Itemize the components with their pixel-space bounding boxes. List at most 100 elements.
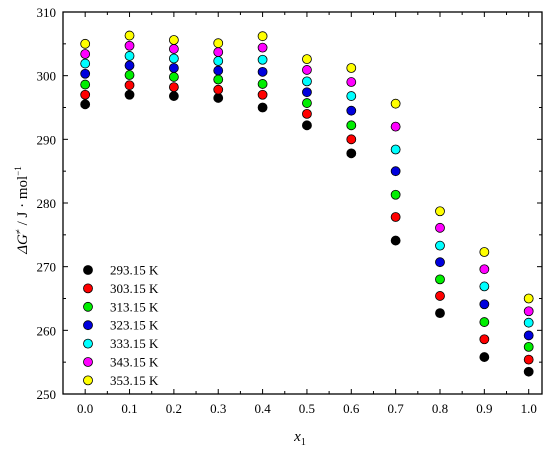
legend-label: 343.15 K	[110, 355, 159, 370]
series-353-15-k	[80, 30, 534, 304]
x-tick-label: 0.0	[77, 401, 93, 416]
data-point	[302, 76, 312, 87]
y-axis-sup: ≠	[13, 229, 23, 234]
data-point	[124, 60, 135, 71]
data-points	[80, 30, 534, 377]
x-axis-title: x1	[293, 429, 306, 448]
x-tick-label: 0.1	[121, 401, 137, 416]
data-point	[124, 51, 135, 61]
data-point	[168, 91, 179, 101]
legend-label: 333.15 K	[110, 336, 159, 351]
y-axis-exp: −1	[13, 166, 23, 176]
data-point	[479, 352, 490, 362]
data-point	[302, 87, 312, 98]
data-point	[302, 98, 312, 108]
data-point	[80, 89, 91, 100]
data-point	[390, 144, 401, 155]
data-point	[346, 105, 357, 116]
data-point	[435, 308, 445, 319]
data-point	[213, 38, 224, 49]
data-point	[124, 30, 135, 41]
x-axis-sub: 1	[301, 437, 306, 448]
data-point	[80, 68, 91, 79]
y-tick-label: 300	[37, 69, 57, 84]
data-point	[213, 65, 224, 76]
data-point	[80, 79, 91, 90]
data-point	[124, 89, 135, 100]
legend-label: 303.15 K	[110, 281, 159, 296]
legend-label: 323.15 K	[110, 318, 159, 333]
data-point	[390, 98, 401, 109]
legend-label: 293.15 K	[110, 263, 159, 278]
data-point	[213, 47, 224, 58]
data-point	[346, 120, 357, 131]
x-tick-label: 0.8	[432, 401, 448, 416]
data-point	[346, 148, 357, 159]
legend-marker	[83, 283, 93, 294]
x-tick-label: 0.5	[299, 401, 315, 416]
x-tick-label: 0.6	[343, 401, 360, 416]
data-point	[523, 330, 534, 341]
data-point	[435, 222, 445, 233]
x-tick-label: 0.4	[254, 401, 271, 416]
series-293-15-k	[80, 89, 534, 377]
legend-marker	[83, 375, 93, 386]
y-tick-label: 270	[37, 260, 57, 275]
legend-label: 313.15 K	[110, 299, 159, 314]
data-point	[479, 264, 490, 275]
legend-marker	[83, 265, 93, 275]
data-point	[302, 120, 312, 131]
data-point	[346, 134, 357, 145]
data-point	[213, 84, 224, 95]
data-point	[523, 341, 534, 352]
data-point	[302, 54, 312, 65]
data-point	[390, 121, 401, 132]
legend: 293.15 K 303.15 K 313.15 K 323.15 K 333.15 K…	[83, 263, 159, 388]
y-axis-title: ΔG≠ / J · mol−1	[13, 166, 31, 255]
data-point	[257, 89, 268, 100]
data-point	[390, 189, 401, 200]
data-point	[523, 293, 534, 304]
y-tick-label: 280	[37, 196, 57, 211]
data-point	[390, 166, 401, 177]
x-tick-label: 1.0	[521, 401, 537, 416]
legend-label: 353.15 K	[110, 373, 159, 388]
data-point	[257, 54, 268, 65]
data-point	[479, 247, 490, 257]
data-point	[479, 317, 490, 327]
y-tick-label: 260	[37, 323, 57, 338]
data-point	[523, 306, 534, 317]
data-point	[80, 38, 91, 49]
data-point	[124, 80, 135, 91]
x-tick-label: 0.2	[166, 401, 182, 416]
series-333-15-k	[80, 51, 534, 328]
series-303-15-k	[80, 80, 534, 365]
data-point	[80, 58, 91, 69]
data-point	[168, 35, 179, 45]
data-point	[346, 63, 357, 73]
x-tick-label: 0.3	[210, 401, 226, 416]
data-point	[257, 31, 268, 42]
data-point	[257, 66, 268, 77]
data-point	[523, 366, 534, 377]
data-point	[80, 49, 91, 59]
series-323-15-k	[80, 60, 534, 341]
y-tick-label: 250	[37, 387, 57, 402]
data-point	[302, 108, 312, 119]
y-axis-symbol: ΔG	[15, 234, 31, 255]
data-point	[346, 91, 357, 101]
legend-marker	[83, 357, 93, 367]
data-point	[168, 44, 179, 54]
data-point	[80, 99, 91, 110]
data-point	[435, 274, 445, 285]
data-point	[257, 102, 268, 113]
data-point	[124, 70, 135, 80]
data-point	[479, 299, 490, 310]
data-point	[435, 206, 445, 217]
data-point	[213, 74, 224, 85]
data-point	[168, 72, 179, 82]
data-point	[168, 63, 179, 73]
data-point	[257, 42, 268, 53]
